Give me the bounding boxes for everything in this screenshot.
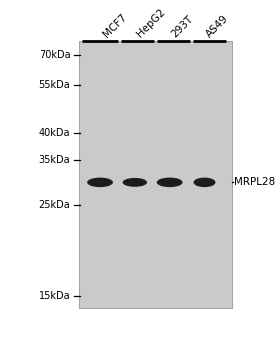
Text: 15kDa: 15kDa (39, 292, 70, 301)
Ellipse shape (157, 177, 183, 187)
Ellipse shape (193, 177, 215, 187)
Text: MRPL28: MRPL28 (234, 177, 276, 187)
Text: HepG2: HepG2 (135, 7, 167, 39)
Text: 55kDa: 55kDa (39, 80, 70, 90)
Text: AS49: AS49 (204, 13, 231, 39)
Ellipse shape (123, 178, 147, 187)
Ellipse shape (87, 177, 113, 187)
Bar (79, 41, 232, 308)
Text: 25kDa: 25kDa (39, 199, 70, 210)
Text: 293T: 293T (170, 14, 195, 39)
Text: 70kDa: 70kDa (39, 50, 70, 60)
Text: 35kDa: 35kDa (39, 155, 70, 165)
Text: 40kDa: 40kDa (39, 128, 70, 138)
Text: MCF7: MCF7 (101, 12, 129, 39)
